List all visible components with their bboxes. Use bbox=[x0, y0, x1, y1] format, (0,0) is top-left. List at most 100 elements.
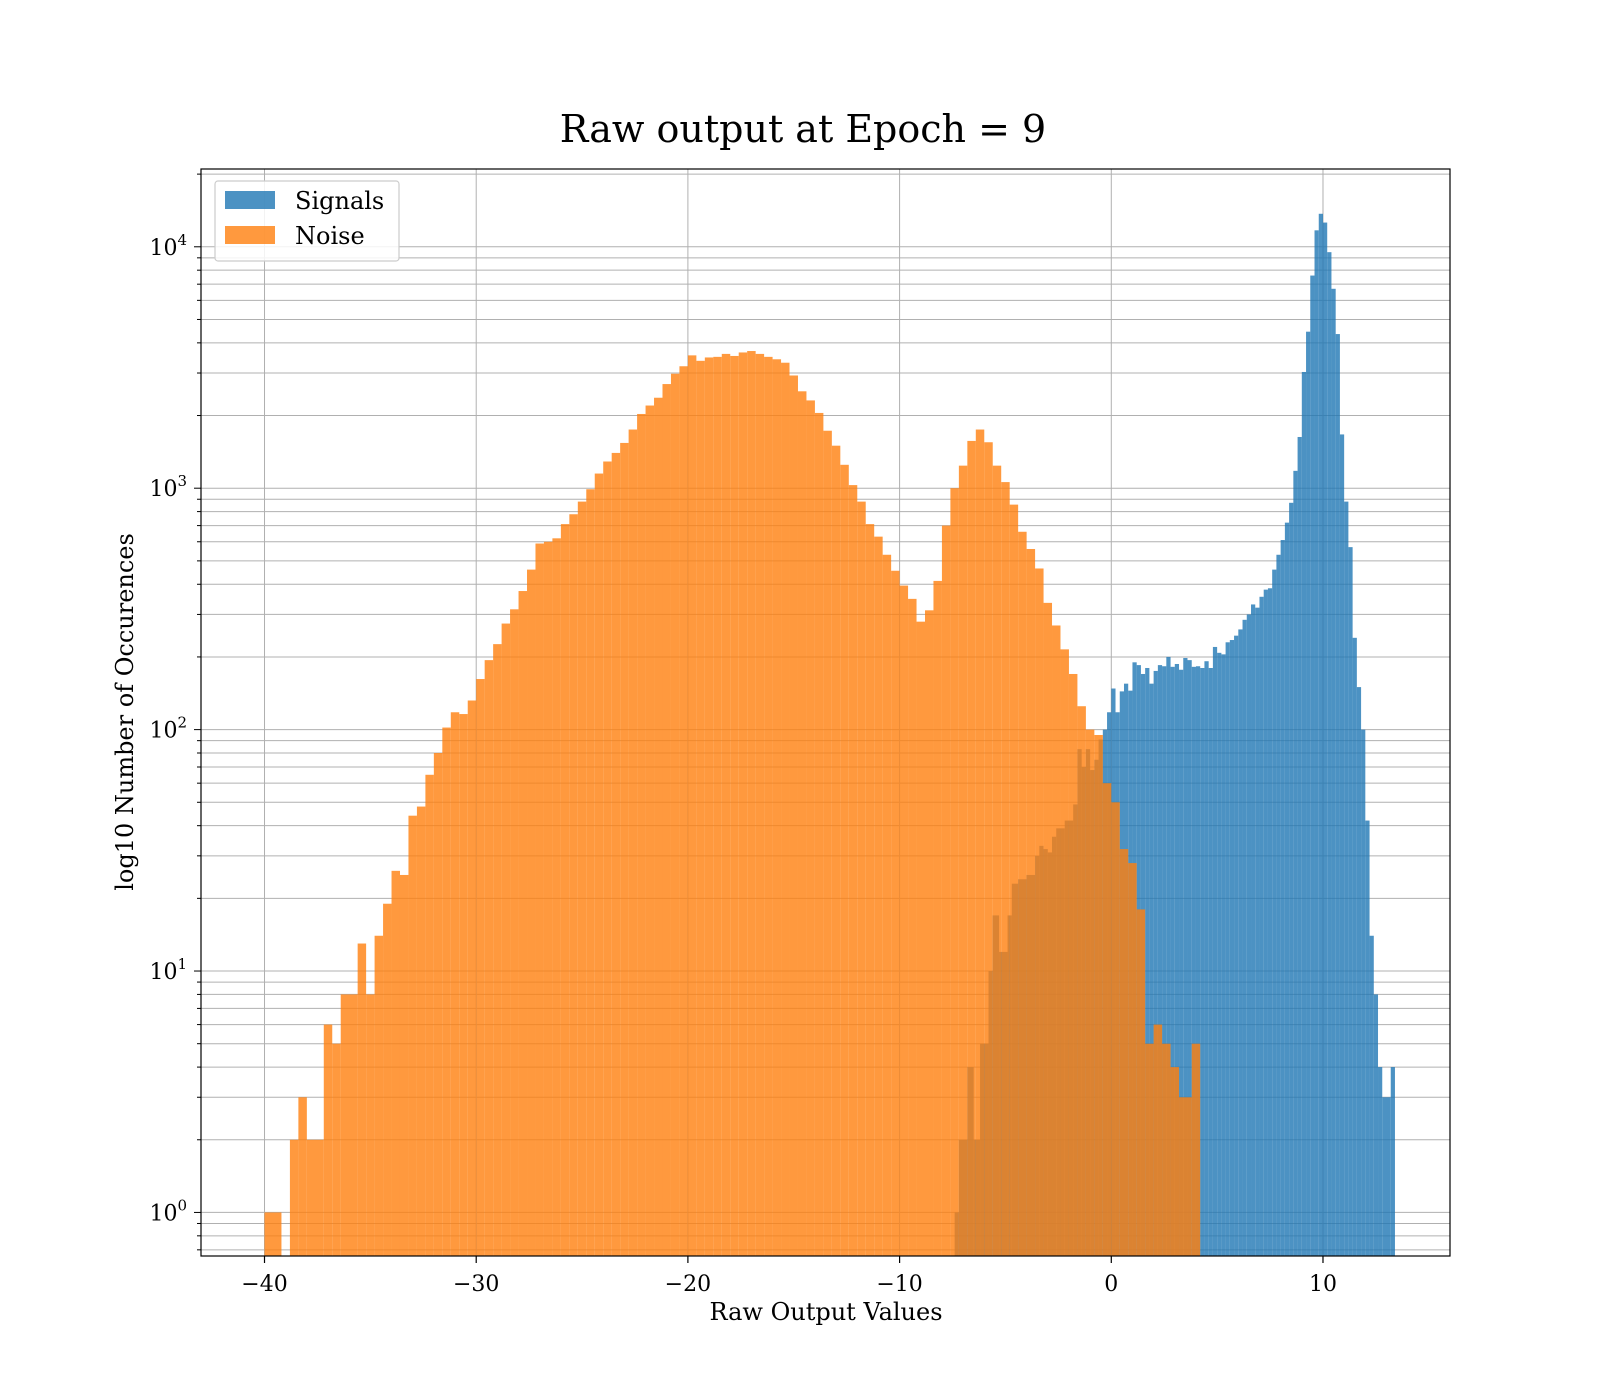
bar-signals bbox=[1238, 629, 1243, 1256]
bar-noise bbox=[781, 362, 790, 1257]
bar-noise bbox=[1170, 1067, 1180, 1256]
bar-noise bbox=[552, 538, 561, 1256]
bar-noise bbox=[459, 714, 468, 1256]
bar-signals bbox=[1263, 589, 1268, 1256]
bar-noise bbox=[510, 609, 519, 1256]
bar-signals bbox=[1179, 669, 1184, 1256]
bar-signals bbox=[1272, 569, 1277, 1256]
legend-swatch-noise bbox=[225, 226, 275, 244]
bar-noise bbox=[662, 384, 671, 1256]
bar-noise bbox=[332, 1043, 341, 1256]
bar-noise bbox=[865, 524, 875, 1256]
bar-signals bbox=[1212, 646, 1218, 1256]
bar-signals bbox=[1289, 502, 1294, 1256]
bar-noise bbox=[628, 429, 638, 1256]
bar-signals bbox=[1378, 1067, 1383, 1256]
bar-noise bbox=[1085, 729, 1095, 1256]
bar-signals bbox=[1187, 660, 1192, 1256]
bar-noise bbox=[560, 524, 570, 1256]
bar-noise bbox=[950, 488, 959, 1256]
bar-noise bbox=[1119, 849, 1129, 1256]
bar-signals bbox=[1344, 501, 1349, 1257]
bar-noise bbox=[1018, 531, 1027, 1256]
bar-noise bbox=[925, 610, 934, 1256]
x-tick-label: 0 bbox=[1104, 1272, 1118, 1297]
bar-signals bbox=[1225, 642, 1230, 1256]
y-tick-label: 100 bbox=[149, 1196, 187, 1226]
bar-noise bbox=[891, 570, 900, 1256]
bar-signals bbox=[1259, 596, 1264, 1256]
bar-noise bbox=[476, 679, 485, 1256]
bar-noise bbox=[670, 373, 680, 1257]
bar-noise bbox=[747, 351, 756, 1256]
bar-noise bbox=[1136, 909, 1146, 1256]
bar-signals bbox=[1373, 994, 1379, 1256]
bar-signals bbox=[1335, 334, 1340, 1256]
bar-noise bbox=[357, 943, 367, 1256]
bar-noise bbox=[789, 375, 798, 1256]
y-tick-label: 102 bbox=[149, 714, 187, 744]
bar-noise bbox=[637, 413, 646, 1257]
bar-signals bbox=[1352, 637, 1357, 1256]
chart-title: Raw output at Epoch = 9 bbox=[560, 107, 1046, 151]
bar-signals bbox=[1229, 640, 1235, 1256]
bar-noise bbox=[433, 753, 443, 1256]
bar-signals bbox=[1217, 652, 1222, 1256]
x-tick-label: −40 bbox=[241, 1272, 287, 1297]
bar-signals bbox=[1314, 230, 1319, 1257]
bar-noise bbox=[1094, 734, 1103, 1256]
bar-signals bbox=[1361, 729, 1366, 1256]
bar-noise bbox=[916, 621, 925, 1256]
bar-noise bbox=[814, 412, 824, 1256]
bar-noise bbox=[848, 485, 858, 1257]
bar-signals bbox=[1200, 667, 1205, 1256]
bar-signals bbox=[1318, 213, 1323, 1256]
bar-noise bbox=[1111, 802, 1120, 1256]
bar-noise bbox=[425, 774, 434, 1256]
bar-noise bbox=[713, 356, 722, 1256]
bar-signals bbox=[1242, 619, 1247, 1256]
bar-noise bbox=[366, 994, 375, 1256]
bar-signals bbox=[1234, 635, 1239, 1256]
bar-noise bbox=[501, 623, 511, 1256]
bar-noise bbox=[298, 1097, 307, 1256]
y-tick-label: 104 bbox=[149, 231, 187, 261]
bar-signals bbox=[1183, 657, 1188, 1256]
bar-noise bbox=[941, 525, 951, 1256]
bar-noise bbox=[984, 442, 993, 1256]
y-tick-label: 101 bbox=[149, 955, 187, 985]
bar-signals bbox=[1331, 288, 1336, 1256]
bar-noise bbox=[831, 445, 841, 1256]
bar-noise bbox=[696, 360, 705, 1256]
bar-noise bbox=[518, 591, 528, 1256]
legend-label-signals: Signals bbox=[295, 187, 384, 215]
bar-noise bbox=[679, 366, 688, 1256]
bar-signals bbox=[1170, 666, 1175, 1256]
bar-noise bbox=[391, 870, 400, 1256]
x-axis-label: Raw Output Values bbox=[709, 1298, 942, 1326]
bar-noise bbox=[772, 359, 782, 1256]
bar-signals bbox=[1191, 666, 1196, 1256]
bar-signals bbox=[1276, 554, 1281, 1256]
bar-signals bbox=[1153, 670, 1158, 1256]
bar-noise bbox=[594, 473, 604, 1256]
bar-noise bbox=[1052, 625, 1061, 1256]
bar-noise bbox=[493, 644, 502, 1256]
bar-signals bbox=[1301, 371, 1307, 1257]
legend-label-noise: Noise bbox=[295, 222, 365, 250]
legend: Signals Noise bbox=[214, 180, 400, 262]
bar-noise bbox=[323, 1024, 333, 1256]
bar-noise bbox=[823, 430, 832, 1257]
bar-noise bbox=[374, 935, 384, 1256]
bar-noise bbox=[603, 461, 612, 1256]
bar-signals bbox=[1166, 656, 1171, 1256]
bar-signals bbox=[1348, 547, 1353, 1256]
bar-signals bbox=[1162, 666, 1167, 1256]
bar-noise bbox=[654, 397, 663, 1257]
bar-noise bbox=[535, 543, 544, 1256]
bar-noise bbox=[1009, 504, 1019, 1256]
bar-signals bbox=[1149, 683, 1154, 1256]
bar-noise bbox=[933, 580, 942, 1256]
bar-signals bbox=[1267, 588, 1273, 1256]
